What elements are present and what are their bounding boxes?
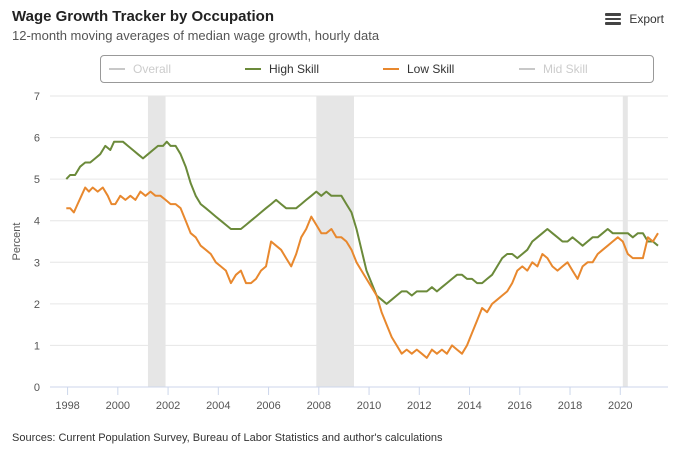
series-line-high-skill <box>65 140 659 305</box>
y-tick-label: 7 <box>34 91 40 103</box>
legend-swatch-mid-skill <box>519 68 535 70</box>
y-tick-label: 2 <box>34 299 40 311</box>
y-tick-label: 5 <box>34 174 40 186</box>
legend-label-high-skill: High Skill <box>269 62 320 76</box>
y-tick-label: 1 <box>34 340 40 352</box>
chart-legend: Overall High Skill Low Skill Mid Skill <box>100 55 654 83</box>
legend-label-mid-skill: Mid Skill <box>543 62 588 76</box>
recession-band-2 <box>622 96 628 387</box>
y-tick-label: 3 <box>34 257 40 269</box>
legend-label-overall: Overall <box>133 62 172 76</box>
y-tick-label: 6 <box>34 133 40 145</box>
legend-swatch-high-skill <box>245 68 261 70</box>
legend-item-high-skill[interactable]: High Skill <box>245 56 319 82</box>
x-tick-label: 2018 <box>558 400 582 412</box>
legend-swatch-low-skill <box>383 68 399 70</box>
page-title: Wage Growth Tracker by Occupation <box>12 8 275 25</box>
y-tick-label: 0 <box>34 382 40 394</box>
x-tick-label: 2004 <box>206 400 230 412</box>
y-axis-title: Percent <box>11 223 23 261</box>
x-tick-label: 2002 <box>156 400 180 412</box>
recession-band-1 <box>316 96 354 387</box>
legend-swatch-overall <box>109 68 125 70</box>
recession-band-0 <box>147 96 166 387</box>
y-tick-label: 4 <box>34 216 40 228</box>
legend-item-overall[interactable]: Overall <box>109 56 171 82</box>
x-tick-label: 2010 <box>357 400 381 412</box>
x-tick-label: 2014 <box>457 400 481 412</box>
export-button[interactable]: Export <box>605 11 664 27</box>
x-tick-label: 2008 <box>307 400 331 412</box>
x-tick-label: 2016 <box>508 400 532 412</box>
hamburger-menu-icon[interactable] <box>605 11 622 27</box>
legend-item-mid-skill[interactable]: Mid Skill <box>519 56 588 82</box>
x-tick-label: 2006 <box>256 400 280 412</box>
series-line-low-skill <box>66 186 659 359</box>
legend-item-low-skill[interactable]: Low Skill <box>383 56 454 82</box>
x-tick-label: 2012 <box>407 400 431 412</box>
x-tick-label: 2020 <box>608 400 632 412</box>
x-tick-label: 1998 <box>55 400 79 412</box>
x-tick-label: 2000 <box>106 400 130 412</box>
source-note: Sources: Current Population Survey, Bure… <box>12 432 443 444</box>
legend-label-low-skill: Low Skill <box>407 62 455 76</box>
page-subtitle: 12-month moving averages of median wage … <box>12 28 380 43</box>
export-label: Export <box>629 11 664 26</box>
